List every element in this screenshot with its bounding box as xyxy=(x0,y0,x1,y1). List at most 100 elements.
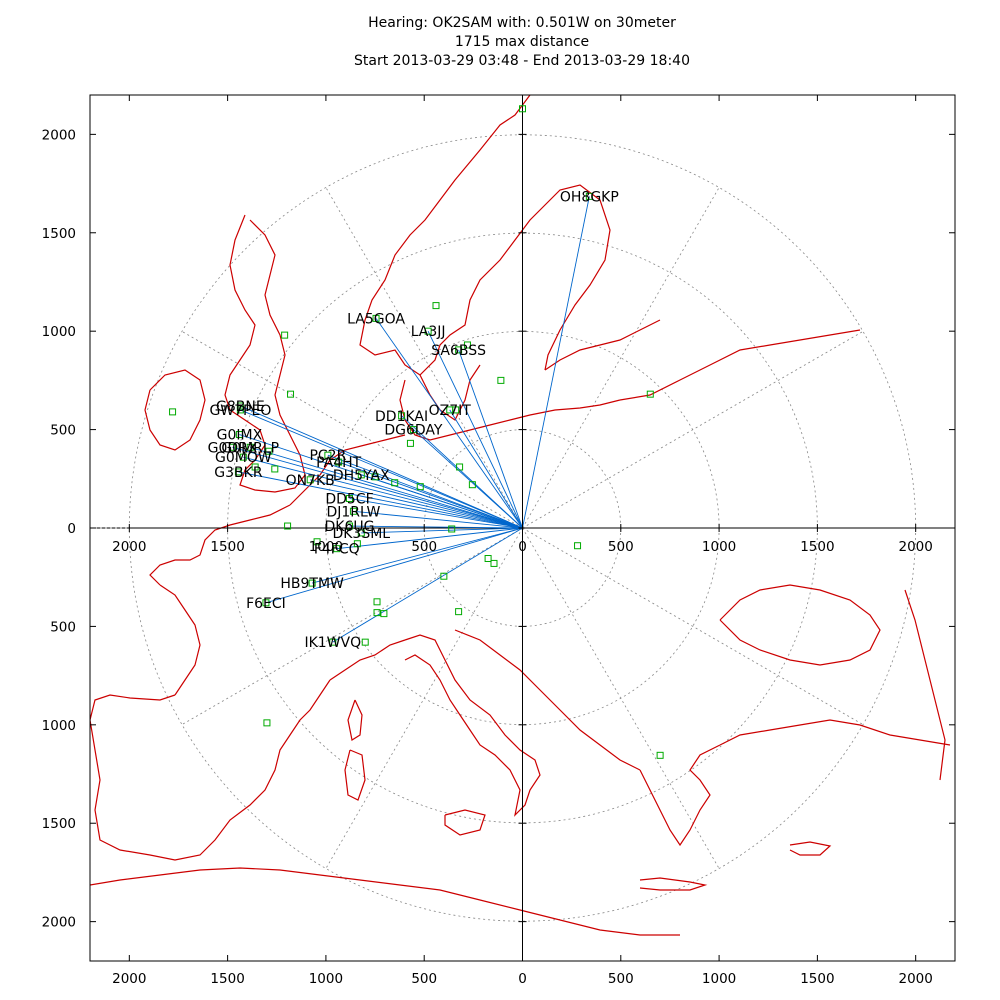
marker-unlabeled xyxy=(656,751,664,759)
path-g0drx xyxy=(232,446,523,529)
path-g3bkr xyxy=(238,471,523,529)
x-tick-label: 1500 xyxy=(800,971,834,987)
marker-unlabeled xyxy=(287,390,295,398)
marker-dd1kai xyxy=(398,412,406,420)
x-tick-center-label: 500 xyxy=(411,539,437,555)
marker-unlabeled xyxy=(361,638,369,646)
x-tick-center-label: 1500 xyxy=(210,539,244,555)
x-tick-label: 500 xyxy=(608,971,634,987)
label-dk3sml: DK3SML xyxy=(332,526,390,542)
y-tick-label: 1000 xyxy=(42,718,76,734)
path-dk3sml xyxy=(361,527,523,534)
x-tick-label: 1000 xyxy=(702,971,736,987)
coast-cyprus xyxy=(789,841,832,856)
coast-black-sea xyxy=(719,584,881,666)
y-tick-label: 1500 xyxy=(42,816,76,832)
coast-corsica xyxy=(347,699,363,741)
title-line-1: Hearing: OK2SAM with: 0.501W on 30meter xyxy=(368,15,676,31)
path-sa6bss xyxy=(458,349,523,529)
marker-dj1rlw xyxy=(349,507,357,515)
marker-unlabeled xyxy=(574,542,582,550)
path-la3jj xyxy=(427,330,523,529)
x-tick-label: 2000 xyxy=(899,971,933,987)
bearing-spoke xyxy=(181,331,523,529)
x-tick-center-label: 500 xyxy=(608,539,634,555)
path-f4fcq xyxy=(336,527,523,550)
x-tick-center-label: 1500 xyxy=(800,539,834,555)
coast-sicily xyxy=(444,809,486,836)
path-dd5cf xyxy=(349,498,523,529)
coast-iberia xyxy=(90,679,331,861)
bearing-spoke xyxy=(181,527,523,725)
label-dk6ug: DK6UG xyxy=(325,519,375,535)
coastline-map xyxy=(90,95,951,936)
coast-france-west xyxy=(159,584,201,696)
label-sa6bss: SA6BSS xyxy=(431,343,486,359)
coast-finland xyxy=(544,319,661,371)
marker-g0mrlp xyxy=(246,443,254,451)
path-g0mrlp xyxy=(250,446,523,529)
path-dg6day xyxy=(413,429,523,529)
marker-unlabeled xyxy=(391,479,399,487)
marker-unlabeled xyxy=(490,559,498,567)
path-g8bne xyxy=(240,405,523,529)
title-line-2: 1715 max distance xyxy=(454,34,590,50)
station-markers xyxy=(169,105,664,759)
coast-ireland xyxy=(144,369,206,451)
label-dg6day: DG6DAY xyxy=(384,423,443,439)
marker-dd5cf xyxy=(346,494,353,502)
marker-sa6bss xyxy=(455,346,463,354)
marker-gw7peo xyxy=(236,406,244,414)
bearing-spokes xyxy=(181,187,864,869)
label-on7kb: ON7KB xyxy=(286,473,335,489)
marker-unlabeled xyxy=(448,525,456,533)
marker-unlabeled xyxy=(406,439,414,447)
marker-unlabeled xyxy=(440,572,448,580)
marker-g0imx xyxy=(235,431,243,439)
marker-unlabeled xyxy=(371,473,379,481)
label-dd1kai: DD1KAI xyxy=(375,409,428,425)
marker-unlabeled xyxy=(265,447,273,455)
x-tick-label: 500 xyxy=(411,971,437,987)
path-hb9tmw xyxy=(312,527,523,584)
label-g8bne: G8BNE xyxy=(216,399,265,415)
coast-france-north xyxy=(149,504,291,586)
path-oz7it xyxy=(449,409,523,529)
path-pc2r xyxy=(327,454,523,529)
coast-greece xyxy=(639,744,721,847)
path-on7kb xyxy=(310,479,523,529)
path-pa4ht xyxy=(338,461,523,529)
marker-unlabeled xyxy=(519,105,526,113)
marker-unlabeled xyxy=(432,302,440,310)
label-g0mow: G0MOW xyxy=(215,450,272,466)
marker-hb9tmw xyxy=(308,579,316,587)
coast-eastern-europe xyxy=(619,329,861,401)
coast-caspian xyxy=(904,589,946,781)
marker-g3bkr xyxy=(234,468,242,476)
x-tick-center-label: 2000 xyxy=(112,539,146,555)
x-tick-label: 1000 xyxy=(309,971,343,987)
bearing-spoke xyxy=(325,187,523,529)
path-dj1rlw xyxy=(353,510,523,529)
y-tick-label: 2000 xyxy=(42,127,76,143)
marker-pa4ht xyxy=(335,458,343,466)
plot-frame xyxy=(89,94,956,962)
tick-labels: 2000 2000 1500 1500 1000 1000 500 500 0 0 500 500 10… xyxy=(42,95,955,987)
marker-la5goa xyxy=(372,314,380,322)
bearing-spoke xyxy=(522,187,720,529)
chart-title: Hearing: OK2SAM with: 0.501W on 30meter … xyxy=(0,14,1000,71)
origin-label: 0 xyxy=(518,539,527,555)
marker-unlabeled xyxy=(373,598,381,606)
path-oh8gkp xyxy=(522,196,590,529)
path-gw7peo xyxy=(240,409,523,529)
x-tick-center-label: 2000 xyxy=(899,539,933,555)
marker-unlabeled xyxy=(456,463,464,471)
marker-unlabeled xyxy=(313,538,321,546)
marker-unlabeled xyxy=(251,463,259,471)
bearing-spoke xyxy=(325,527,523,869)
y-tick-label: 500 xyxy=(50,619,76,635)
y-tick-label: 0 xyxy=(67,521,76,537)
propagation-paths xyxy=(232,196,590,643)
coast-adriatic xyxy=(454,629,641,771)
